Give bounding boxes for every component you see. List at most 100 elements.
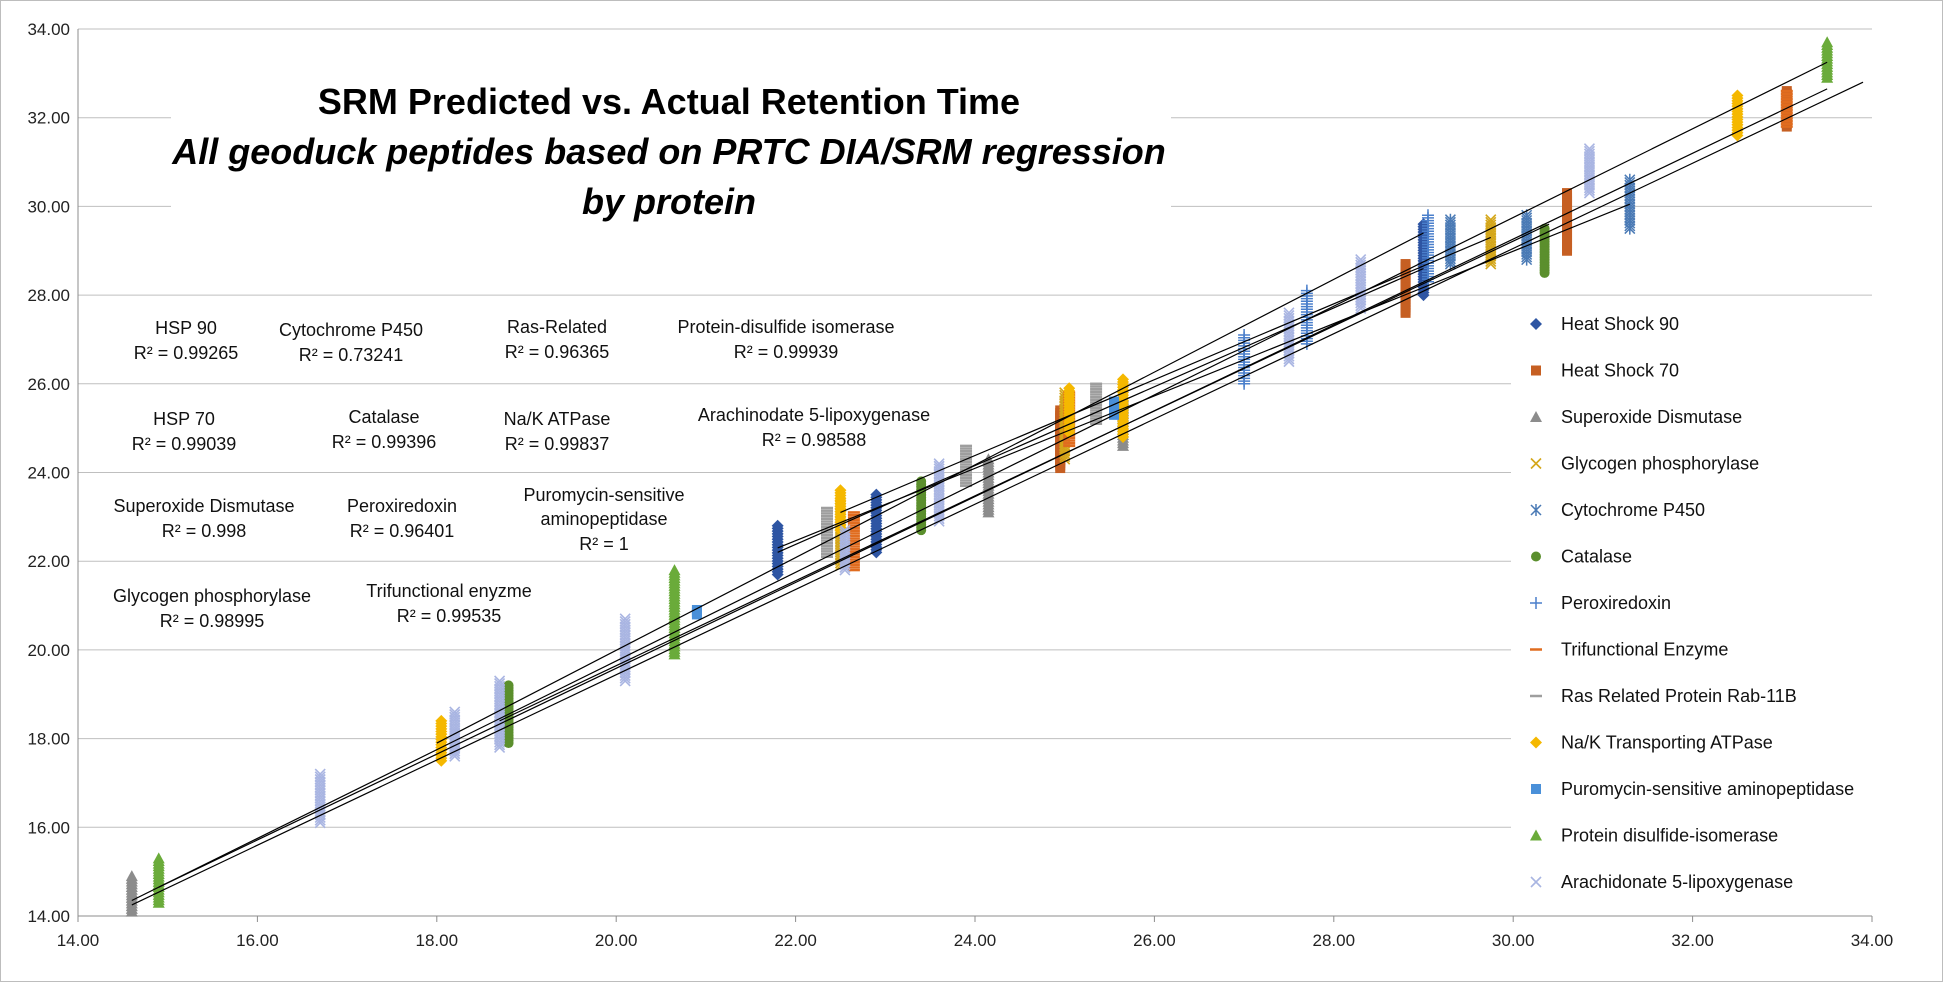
data-point — [1355, 270, 1367, 282]
data-point — [1485, 214, 1497, 226]
data-point — [449, 719, 461, 731]
data-point — [1562, 188, 1573, 199]
data-point — [1355, 254, 1367, 266]
data-point — [619, 661, 631, 674]
data-point — [1355, 300, 1367, 312]
y-tick-label: 14.00 — [27, 907, 70, 926]
data-point — [449, 716, 461, 728]
data-point — [494, 736, 506, 748]
annotation-hsp70-r2: R² = 0.99039 — [132, 434, 237, 454]
x-tick-label: 34.00 — [1851, 931, 1894, 950]
y-tick-label: 20.00 — [27, 641, 70, 660]
annotation-alox5-r2: R² = 0.98588 — [762, 430, 867, 450]
annotation-glycogen-name: Glycogen phosphorylase — [113, 586, 311, 606]
data-point — [1485, 216, 1497, 228]
data-point — [839, 535, 851, 547]
data-point — [314, 779, 326, 791]
data-point — [933, 486, 945, 499]
data-point — [839, 529, 851, 542]
data-point — [1117, 373, 1130, 386]
data-point — [619, 637, 631, 649]
data-point — [619, 629, 631, 641]
x-tick-label: 18.00 — [416, 931, 459, 950]
data-point — [933, 489, 945, 501]
data-point — [1583, 177, 1596, 189]
legend-label: Heat Shock 70 — [1561, 361, 1679, 381]
y-tick-label: 28.00 — [27, 286, 70, 305]
regression-line — [777, 203, 1631, 549]
data-point — [314, 768, 326, 780]
series-protein-disulfide-isomerase — [152, 36, 1834, 908]
data-point — [1355, 267, 1367, 279]
data-point — [1485, 235, 1497, 247]
x-tick-label: 14.00 — [57, 931, 100, 950]
data-point — [619, 621, 631, 633]
data-point — [449, 732, 461, 744]
chart-title: SRM Predicted vs. Actual Retention Time — [318, 81, 1020, 122]
data-point — [494, 683, 506, 695]
annotation-hsp90-r2: R² = 0.99265 — [134, 343, 239, 363]
x-tick-label: 24.00 — [954, 931, 997, 950]
data-point — [1283, 328, 1295, 341]
data-point — [839, 564, 851, 576]
annotation-cyp450-name: Cytochrome P450 — [279, 320, 423, 340]
data-point — [449, 742, 461, 755]
data-point — [494, 675, 506, 687]
annotation-prx-r2: R² = 0.96401 — [350, 521, 455, 541]
data-point — [1283, 307, 1295, 319]
annotation-psa-name: Puromycin-sensitive — [523, 485, 684, 505]
annotation-nak-r2: R² = 0.99837 — [505, 434, 610, 454]
data-point — [933, 499, 945, 512]
chart-subtitle: All geoduck peptides based on PRTC DIA/S… — [171, 131, 1166, 172]
data-point — [314, 787, 326, 799]
data-point — [494, 686, 506, 698]
legend-label: Glycogen phosphorylase — [1561, 454, 1759, 474]
y-tick-label: 34.00 — [27, 20, 70, 39]
legend-marker — [1530, 504, 1542, 516]
data-point — [1355, 275, 1367, 287]
annotation-catalase-name: Catalase — [348, 407, 419, 427]
legend-marker — [1531, 551, 1541, 562]
data-point — [1583, 151, 1596, 163]
data-point — [1444, 213, 1456, 226]
data-point — [1583, 145, 1596, 157]
legend-label: Na/K Transporting ATPase — [1561, 733, 1773, 753]
annotation-pdi-name: Protein-disulfide isomerase — [677, 317, 894, 337]
data-point — [494, 739, 506, 751]
annotation-catalase-r2: R² = 0.99396 — [332, 432, 437, 452]
data-point — [314, 801, 326, 813]
legend-marker — [1530, 318, 1542, 330]
data-point — [1583, 161, 1596, 173]
data-point — [494, 696, 506, 708]
title-background — [171, 71, 1171, 211]
y-tick-label: 16.00 — [27, 818, 70, 837]
data-point — [1583, 187, 1596, 199]
annotation-ras-r2: R² = 0.96365 — [505, 342, 610, 362]
regression-line — [436, 232, 1424, 744]
data-point — [449, 722, 461, 734]
annotation-hsp90-name: HSP 90 — [155, 318, 217, 338]
x-tick-label: 26.00 — [1133, 931, 1176, 950]
x-tick-label: 32.00 — [1671, 931, 1714, 950]
data-point — [1355, 256, 1367, 268]
data-point — [619, 659, 631, 671]
annotation-trifunctional-name: Trifunctional enyzme — [366, 581, 531, 601]
data-point — [1355, 273, 1367, 285]
data-point — [619, 632, 631, 644]
legend-marker — [1530, 876, 1542, 888]
annotation-nak-name: Na/K ATPase — [504, 409, 611, 429]
axes: 14.00 16.00 18.00 20.00 22.00 24.00 26.00 28.00… — [27, 20, 1893, 950]
legend-label: Cytochrome P450 — [1561, 500, 1705, 520]
data-point — [1355, 281, 1367, 293]
annotation-ras-name: Ras-Related — [507, 317, 607, 337]
regression-line — [131, 61, 1828, 902]
annotation-trifunctional-r2: R² = 0.99535 — [397, 606, 502, 626]
data-point — [691, 604, 702, 615]
annotation-psa-r2: R² = 1 — [579, 534, 629, 554]
legend-marker — [1530, 829, 1542, 841]
data-point — [1421, 209, 1434, 222]
data-point — [619, 675, 631, 687]
data-point — [619, 615, 631, 628]
x-tick-label: 30.00 — [1492, 931, 1535, 950]
